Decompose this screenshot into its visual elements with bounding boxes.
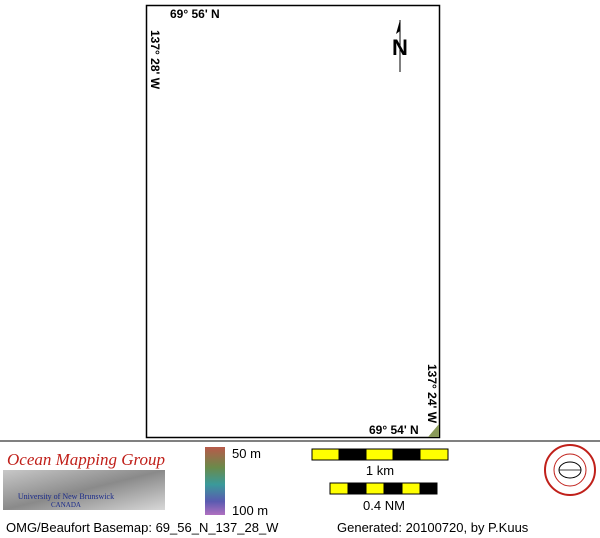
country: CANADA: [51, 501, 81, 509]
basemap-id: OMG/Beaufort Basemap: 69_56_N_137_28_W: [6, 520, 279, 535]
north-arrow: N: [392, 20, 408, 72]
relief-image: [3, 470, 165, 510]
society-logo: [544, 444, 596, 496]
organization: Ocean Mapping Group: [7, 450, 165, 469]
scale-bar-nm: [329, 482, 438, 495]
university: University of New Brunswick: [18, 492, 114, 501]
north-label: N: [392, 35, 408, 60]
scale-nm-label: 0.4 NM: [363, 498, 405, 513]
latitude-label: 69° 56' N: [170, 7, 220, 21]
depth-max-label: 100 m: [232, 503, 268, 518]
longitude-label: 137° 24' W: [425, 364, 439, 424]
depth-colorbar: [205, 447, 225, 515]
depth-min-label: 50 m: [232, 446, 261, 461]
longitude-label: 137° 28' W: [148, 30, 162, 90]
bathymetry-patch: [428, 424, 439, 437]
latitude-label: 69° 54' N: [369, 423, 419, 437]
scale-km-label: 1 km: [366, 463, 394, 478]
map-frame: [145, 4, 441, 439]
generated-note: Generated: 20100720, by P.Kuus: [337, 520, 529, 535]
scale-bar-km: [311, 448, 449, 461]
